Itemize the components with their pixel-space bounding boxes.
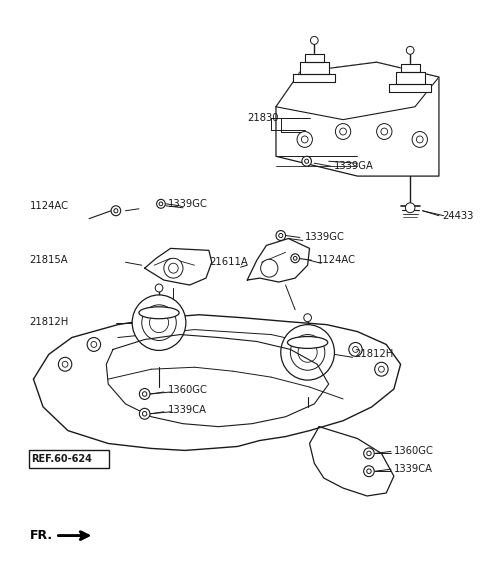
FancyBboxPatch shape xyxy=(29,451,109,469)
Polygon shape xyxy=(293,74,336,82)
Circle shape xyxy=(143,392,147,396)
Text: 1360GC: 1360GC xyxy=(168,385,207,395)
Polygon shape xyxy=(144,248,212,285)
Polygon shape xyxy=(247,238,310,282)
Circle shape xyxy=(149,313,168,332)
Circle shape xyxy=(276,231,286,241)
FancyArrowPatch shape xyxy=(58,532,89,539)
Circle shape xyxy=(301,136,308,143)
Text: 24433: 24433 xyxy=(442,211,473,221)
Polygon shape xyxy=(34,314,401,451)
Circle shape xyxy=(304,314,312,321)
Polygon shape xyxy=(276,62,439,119)
Circle shape xyxy=(293,256,297,260)
Circle shape xyxy=(367,451,371,456)
Circle shape xyxy=(379,366,384,372)
Circle shape xyxy=(62,361,68,367)
Text: 1339CA: 1339CA xyxy=(168,405,207,415)
Circle shape xyxy=(143,411,147,416)
Circle shape xyxy=(281,325,335,380)
Circle shape xyxy=(353,346,359,353)
Ellipse shape xyxy=(139,307,179,319)
Circle shape xyxy=(367,469,371,474)
Circle shape xyxy=(406,203,415,213)
Circle shape xyxy=(139,409,150,419)
Circle shape xyxy=(168,263,178,273)
Text: 21812H: 21812H xyxy=(30,317,69,327)
Text: 21830: 21830 xyxy=(247,113,279,123)
Text: 1339GC: 1339GC xyxy=(305,233,345,242)
Polygon shape xyxy=(389,84,431,92)
Circle shape xyxy=(407,46,414,54)
Circle shape xyxy=(132,295,186,350)
Circle shape xyxy=(375,362,388,376)
Circle shape xyxy=(381,128,388,135)
Text: 21611A: 21611A xyxy=(209,257,248,267)
Circle shape xyxy=(164,258,183,278)
Circle shape xyxy=(302,156,312,166)
Text: FR.: FR. xyxy=(30,529,53,542)
Circle shape xyxy=(349,343,362,357)
Circle shape xyxy=(159,202,163,205)
Circle shape xyxy=(336,123,351,140)
Text: 1124AC: 1124AC xyxy=(30,201,69,211)
Circle shape xyxy=(298,343,317,362)
Text: 1339GA: 1339GA xyxy=(334,161,373,171)
Text: REF.60-624: REF.60-624 xyxy=(32,454,93,464)
Circle shape xyxy=(377,123,392,140)
Text: 21812H: 21812H xyxy=(355,349,394,359)
Circle shape xyxy=(87,338,100,351)
Circle shape xyxy=(412,132,427,147)
Circle shape xyxy=(261,259,278,277)
Polygon shape xyxy=(276,62,439,176)
Circle shape xyxy=(364,448,374,459)
Polygon shape xyxy=(310,426,394,496)
Circle shape xyxy=(311,36,318,44)
Circle shape xyxy=(364,466,374,477)
Polygon shape xyxy=(106,335,329,426)
Circle shape xyxy=(291,254,300,263)
Polygon shape xyxy=(401,64,420,72)
Polygon shape xyxy=(300,62,329,74)
Text: 21815A: 21815A xyxy=(30,255,68,265)
Circle shape xyxy=(340,128,347,135)
Circle shape xyxy=(139,388,150,399)
Circle shape xyxy=(417,136,423,143)
Polygon shape xyxy=(396,72,424,84)
Text: 1339CA: 1339CA xyxy=(394,464,433,474)
Text: 1339GC: 1339GC xyxy=(168,199,207,209)
Circle shape xyxy=(59,357,72,371)
Circle shape xyxy=(91,342,96,347)
Circle shape xyxy=(290,335,325,370)
Polygon shape xyxy=(305,54,324,62)
Circle shape xyxy=(156,200,165,208)
Circle shape xyxy=(155,284,163,292)
Ellipse shape xyxy=(288,336,328,349)
Circle shape xyxy=(142,305,176,340)
Circle shape xyxy=(297,132,312,147)
Circle shape xyxy=(305,159,309,163)
Text: 1124AC: 1124AC xyxy=(317,255,356,265)
Circle shape xyxy=(114,209,118,213)
Text: 1360GC: 1360GC xyxy=(394,447,434,456)
Circle shape xyxy=(279,234,283,238)
Circle shape xyxy=(111,206,120,216)
